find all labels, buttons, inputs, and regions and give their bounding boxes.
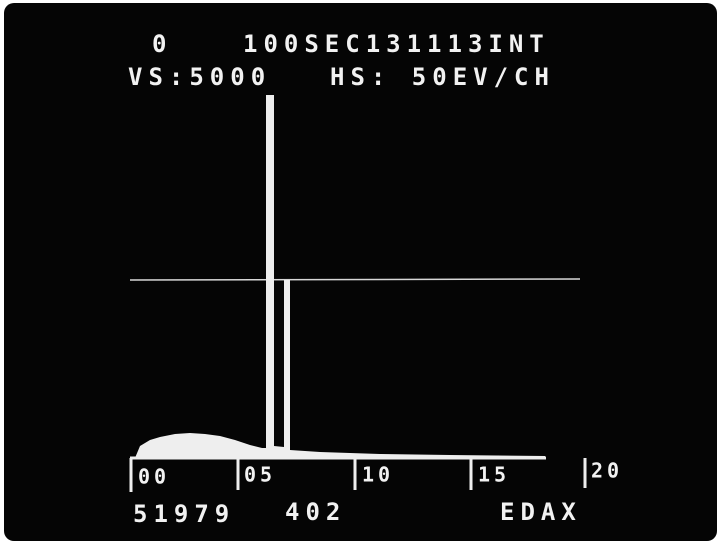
horizontal-scale: HS: 50EV/CH xyxy=(330,63,555,91)
counter: 0 xyxy=(152,30,172,58)
status-line: 100SEC131113INT xyxy=(243,30,550,58)
brand: EDAX xyxy=(500,498,582,526)
cursor-line xyxy=(129,278,581,281)
tick-label: 15 xyxy=(478,463,510,487)
tick-label: 20 xyxy=(591,459,623,483)
vertical-scale: VS:5000 xyxy=(128,63,271,91)
tick-label: 10 xyxy=(362,463,394,487)
crt-screen xyxy=(4,3,717,541)
tick-label: 00 xyxy=(138,465,170,489)
axis-ticks xyxy=(129,458,587,492)
cursor-counts: 402 xyxy=(285,498,346,526)
total-counts: 51979 xyxy=(133,500,235,528)
tick-label: 05 xyxy=(244,463,276,487)
